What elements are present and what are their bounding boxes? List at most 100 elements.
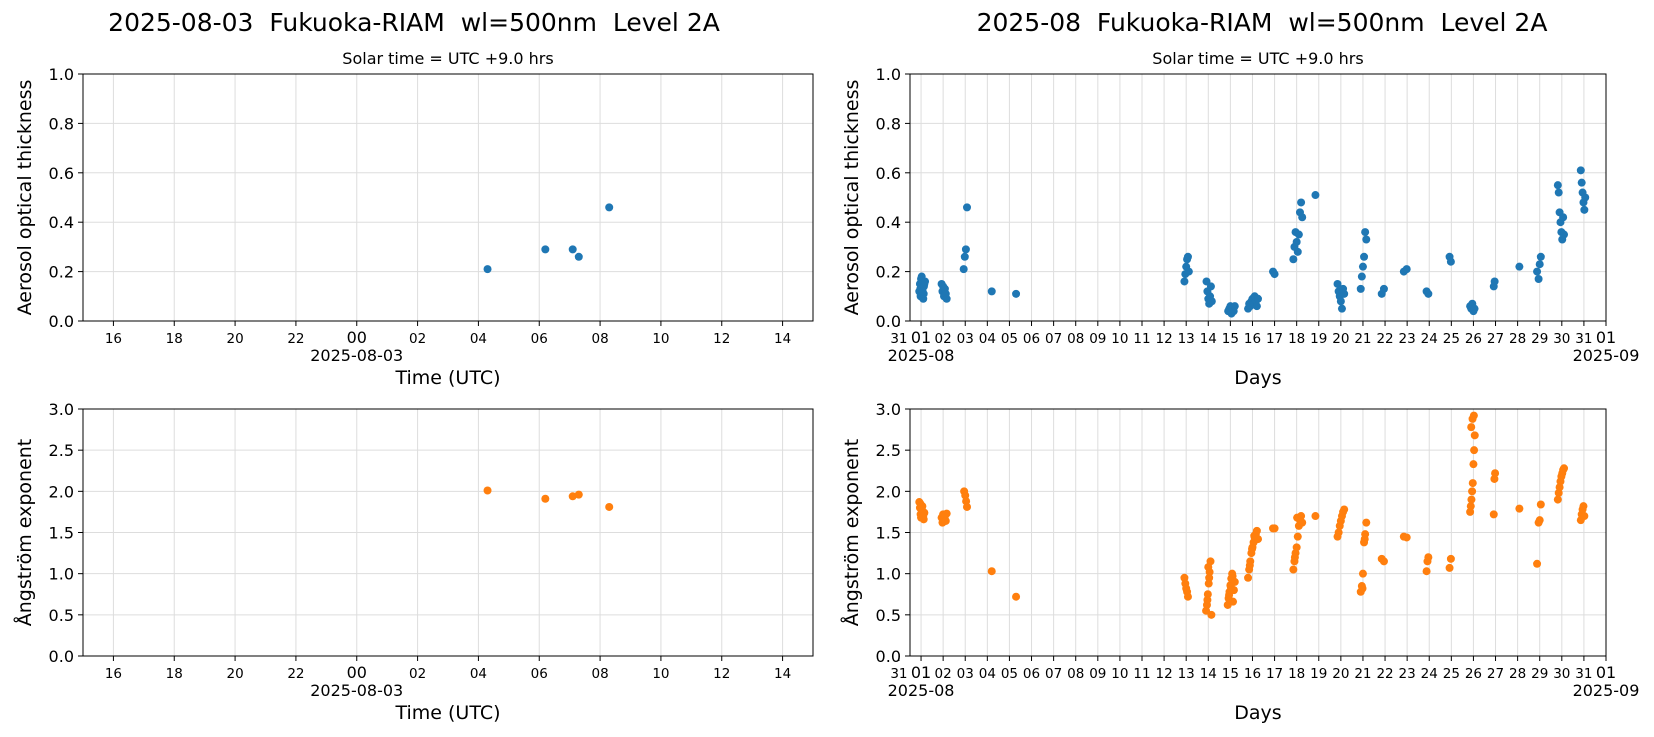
y-tick-label: 1.5 — [876, 524, 901, 543]
data-point — [1553, 495, 1562, 504]
data-point — [1560, 230, 1569, 239]
x-tick-label: 15 — [1222, 331, 1239, 347]
data-point — [919, 512, 928, 521]
data-point — [1311, 191, 1320, 200]
data-point — [541, 245, 550, 254]
y-tick-label: 1.0 — [876, 65, 901, 84]
data-point — [917, 505, 926, 514]
data-point — [1576, 166, 1585, 175]
data-point — [1229, 597, 1238, 606]
data-point — [1468, 487, 1477, 496]
data-point — [1360, 535, 1369, 544]
data-point — [1356, 284, 1365, 293]
data-point — [1446, 554, 1455, 563]
data-point — [1379, 284, 1388, 293]
plot-frame — [82, 73, 814, 322]
x-tick-label: 04 — [470, 666, 487, 682]
data-point — [1292, 543, 1301, 552]
data-point — [1468, 479, 1477, 488]
data-point — [1250, 531, 1259, 540]
x-tick-label: 26 — [1465, 331, 1482, 347]
x-tick-label: 16 — [105, 666, 122, 682]
data-point — [574, 252, 583, 261]
x-tick-label: 02 — [409, 331, 426, 347]
x-tick-label: 25 — [1443, 666, 1460, 682]
data-point — [483, 486, 492, 495]
y-tick-label: 3.0 — [49, 400, 74, 419]
data-point — [1297, 198, 1306, 207]
data-point — [1226, 582, 1235, 591]
x-axis-label: Time (UTC) — [394, 367, 500, 389]
x-date-label: 2025-09 — [1573, 346, 1640, 365]
x-tick-label: 08 — [1067, 331, 1084, 347]
data-point — [1334, 528, 1343, 537]
x-tick-label: 18 — [1288, 331, 1305, 347]
y-tick-label: 0.2 — [876, 263, 901, 282]
x-tick-label: 14 — [1200, 666, 1217, 682]
data-point — [1184, 267, 1193, 276]
x-tick-label: 01 — [911, 663, 931, 682]
x-tick-label: 30 — [1553, 331, 1570, 347]
x-tick-label: 24 — [1421, 331, 1438, 347]
data-point — [1470, 304, 1479, 313]
x-tick-label: 17 — [1266, 331, 1283, 347]
data-point — [1489, 510, 1498, 519]
x-tick-label: 19 — [1310, 666, 1327, 682]
x-tick-label: 05 — [1001, 666, 1018, 682]
plot-subtitle: Solar time = UTC +9.0 hrs — [342, 49, 553, 68]
x-tick-label: 13 — [1178, 331, 1195, 347]
data-point — [1581, 193, 1590, 202]
data-point — [1535, 516, 1544, 525]
chart-monthly-aot: 0.00.20.40.60.81.031 01 02 03 04 05 06 07 08 09 10… — [841, 49, 1639, 389]
data-point — [1580, 205, 1589, 214]
x-tick-label: 12 — [713, 666, 730, 682]
x-tick-label: 20 — [1332, 331, 1349, 347]
data-point — [1466, 502, 1475, 511]
x-tick-label: 04 — [979, 331, 996, 347]
x-tick-label: 00 — [347, 663, 367, 682]
data-point — [1402, 533, 1411, 542]
x-tick-label: 08 — [591, 331, 608, 347]
data-point — [1422, 567, 1431, 576]
x-tick-label: 04 — [979, 666, 996, 682]
chart-daily-aot: 0.0 0.2 0.4 0.6 0.8 1.0 16 18 20 22 00 02 04 06 08 10 12… — [14, 49, 814, 389]
x-tick-label: 19 — [1310, 331, 1327, 347]
data-point — [1579, 502, 1588, 511]
x-tick-label: 07 — [1045, 666, 1062, 682]
x-tick-label: 18 — [166, 331, 183, 347]
data-point — [1252, 302, 1261, 311]
y-tick-label: 3.0 — [876, 400, 901, 419]
data-point — [1204, 579, 1213, 588]
x-tick-label: 28 — [1509, 331, 1526, 347]
x-tick-label: 03 — [957, 666, 974, 682]
x-tick-label: 02 — [935, 331, 952, 347]
x-tick-label: 23 — [1399, 331, 1416, 347]
x-tick-label: 22 — [287, 666, 304, 682]
data-point — [605, 502, 614, 511]
x-tick-label: 30 — [1553, 666, 1570, 682]
data-point — [1470, 446, 1479, 455]
data-point — [568, 245, 577, 254]
x-axis-label: Days — [1234, 367, 1281, 389]
x-tick-label: 16 — [105, 331, 122, 347]
x-tick-label: 06 — [531, 331, 548, 347]
y-tick-label: 1.0 — [49, 65, 74, 84]
x-tick-label: 08 — [1067, 666, 1084, 682]
y-tick-label: 1.5 — [49, 524, 74, 543]
data-point — [1535, 260, 1544, 269]
y-tick-label: 1.0 — [49, 565, 74, 584]
data-point — [1205, 573, 1214, 582]
data-point — [1289, 255, 1298, 264]
data-point — [574, 490, 583, 499]
data-point — [1470, 431, 1479, 440]
data-point — [1290, 553, 1299, 562]
x-tick-label: 23 — [1399, 666, 1416, 682]
y-axis-label: Ångström exponent — [840, 439, 863, 627]
x-tick-label: 22 — [287, 331, 304, 347]
x-tick-label: 16 — [1244, 331, 1261, 347]
data-point — [1293, 513, 1302, 522]
data-point — [1203, 596, 1212, 605]
data-point — [1292, 237, 1301, 246]
data-point — [1490, 277, 1499, 286]
